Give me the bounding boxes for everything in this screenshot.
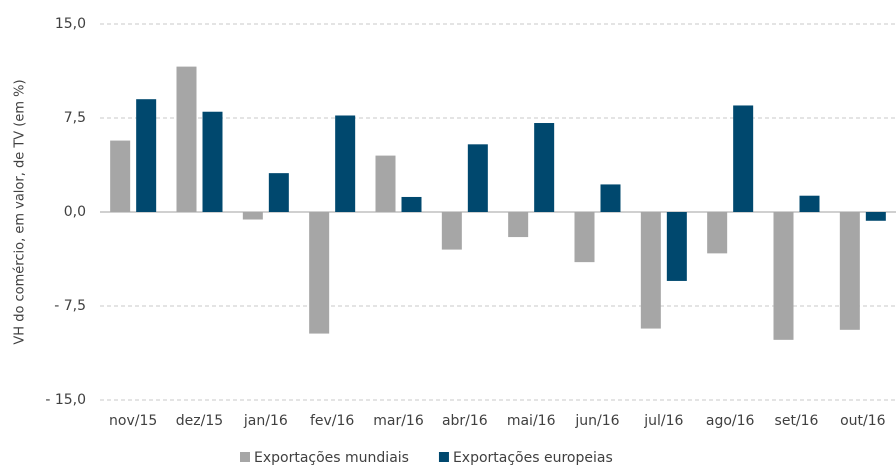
bar [799, 195, 820, 212]
x-tick-label: nov/15 [109, 413, 157, 429]
x-tick-label: fev/16 [310, 413, 354, 429]
legend-label: Exportações europeias [453, 450, 613, 466]
x-tick-label: jun/16 [574, 413, 619, 429]
legend-swatch [438, 452, 449, 462]
bar [865, 212, 886, 221]
bar [309, 212, 330, 334]
bar [508, 212, 529, 238]
bar [110, 140, 131, 212]
legend-swatch [240, 452, 250, 462]
x-tick-label: ago/16 [706, 413, 755, 429]
bar [401, 196, 422, 212]
bar [176, 66, 197, 212]
legend-label: Exportações mundiais [254, 450, 409, 466]
x-tick-label: out/16 [840, 413, 886, 429]
y-tick-label: 0,0 [64, 204, 86, 220]
x-tick-label: jul/16 [643, 413, 683, 429]
x-tick-label: mar/16 [373, 413, 424, 429]
bar [534, 123, 555, 212]
y-tick-label: - 15,0 [45, 392, 86, 408]
y-axis-label: VH do comércio, em valor, de TV (em %) [13, 79, 28, 344]
bar [467, 144, 488, 212]
bar [375, 155, 396, 212]
bar [600, 184, 621, 212]
bar [441, 212, 462, 250]
bar [574, 212, 595, 263]
bar [733, 105, 754, 212]
bar [666, 212, 687, 281]
bar [839, 212, 860, 330]
x-tick-label: set/16 [775, 413, 819, 429]
x-tick-label: mai/16 [507, 413, 556, 429]
bar [773, 212, 794, 340]
bar [335, 115, 356, 212]
x-tick-label: abr/16 [442, 413, 488, 429]
y-tick-label: 7,5 [64, 110, 86, 126]
bar [640, 212, 661, 329]
y-tick-label: - 7,5 [54, 298, 86, 314]
bar [202, 111, 223, 212]
x-tick-label: dez/15 [176, 413, 223, 429]
bar [268, 173, 289, 212]
bar [707, 212, 728, 254]
bar [242, 212, 263, 220]
y-tick-label: 15,0 [55, 16, 86, 32]
x-tick-label: jan/16 [243, 413, 288, 429]
bar [136, 99, 157, 212]
